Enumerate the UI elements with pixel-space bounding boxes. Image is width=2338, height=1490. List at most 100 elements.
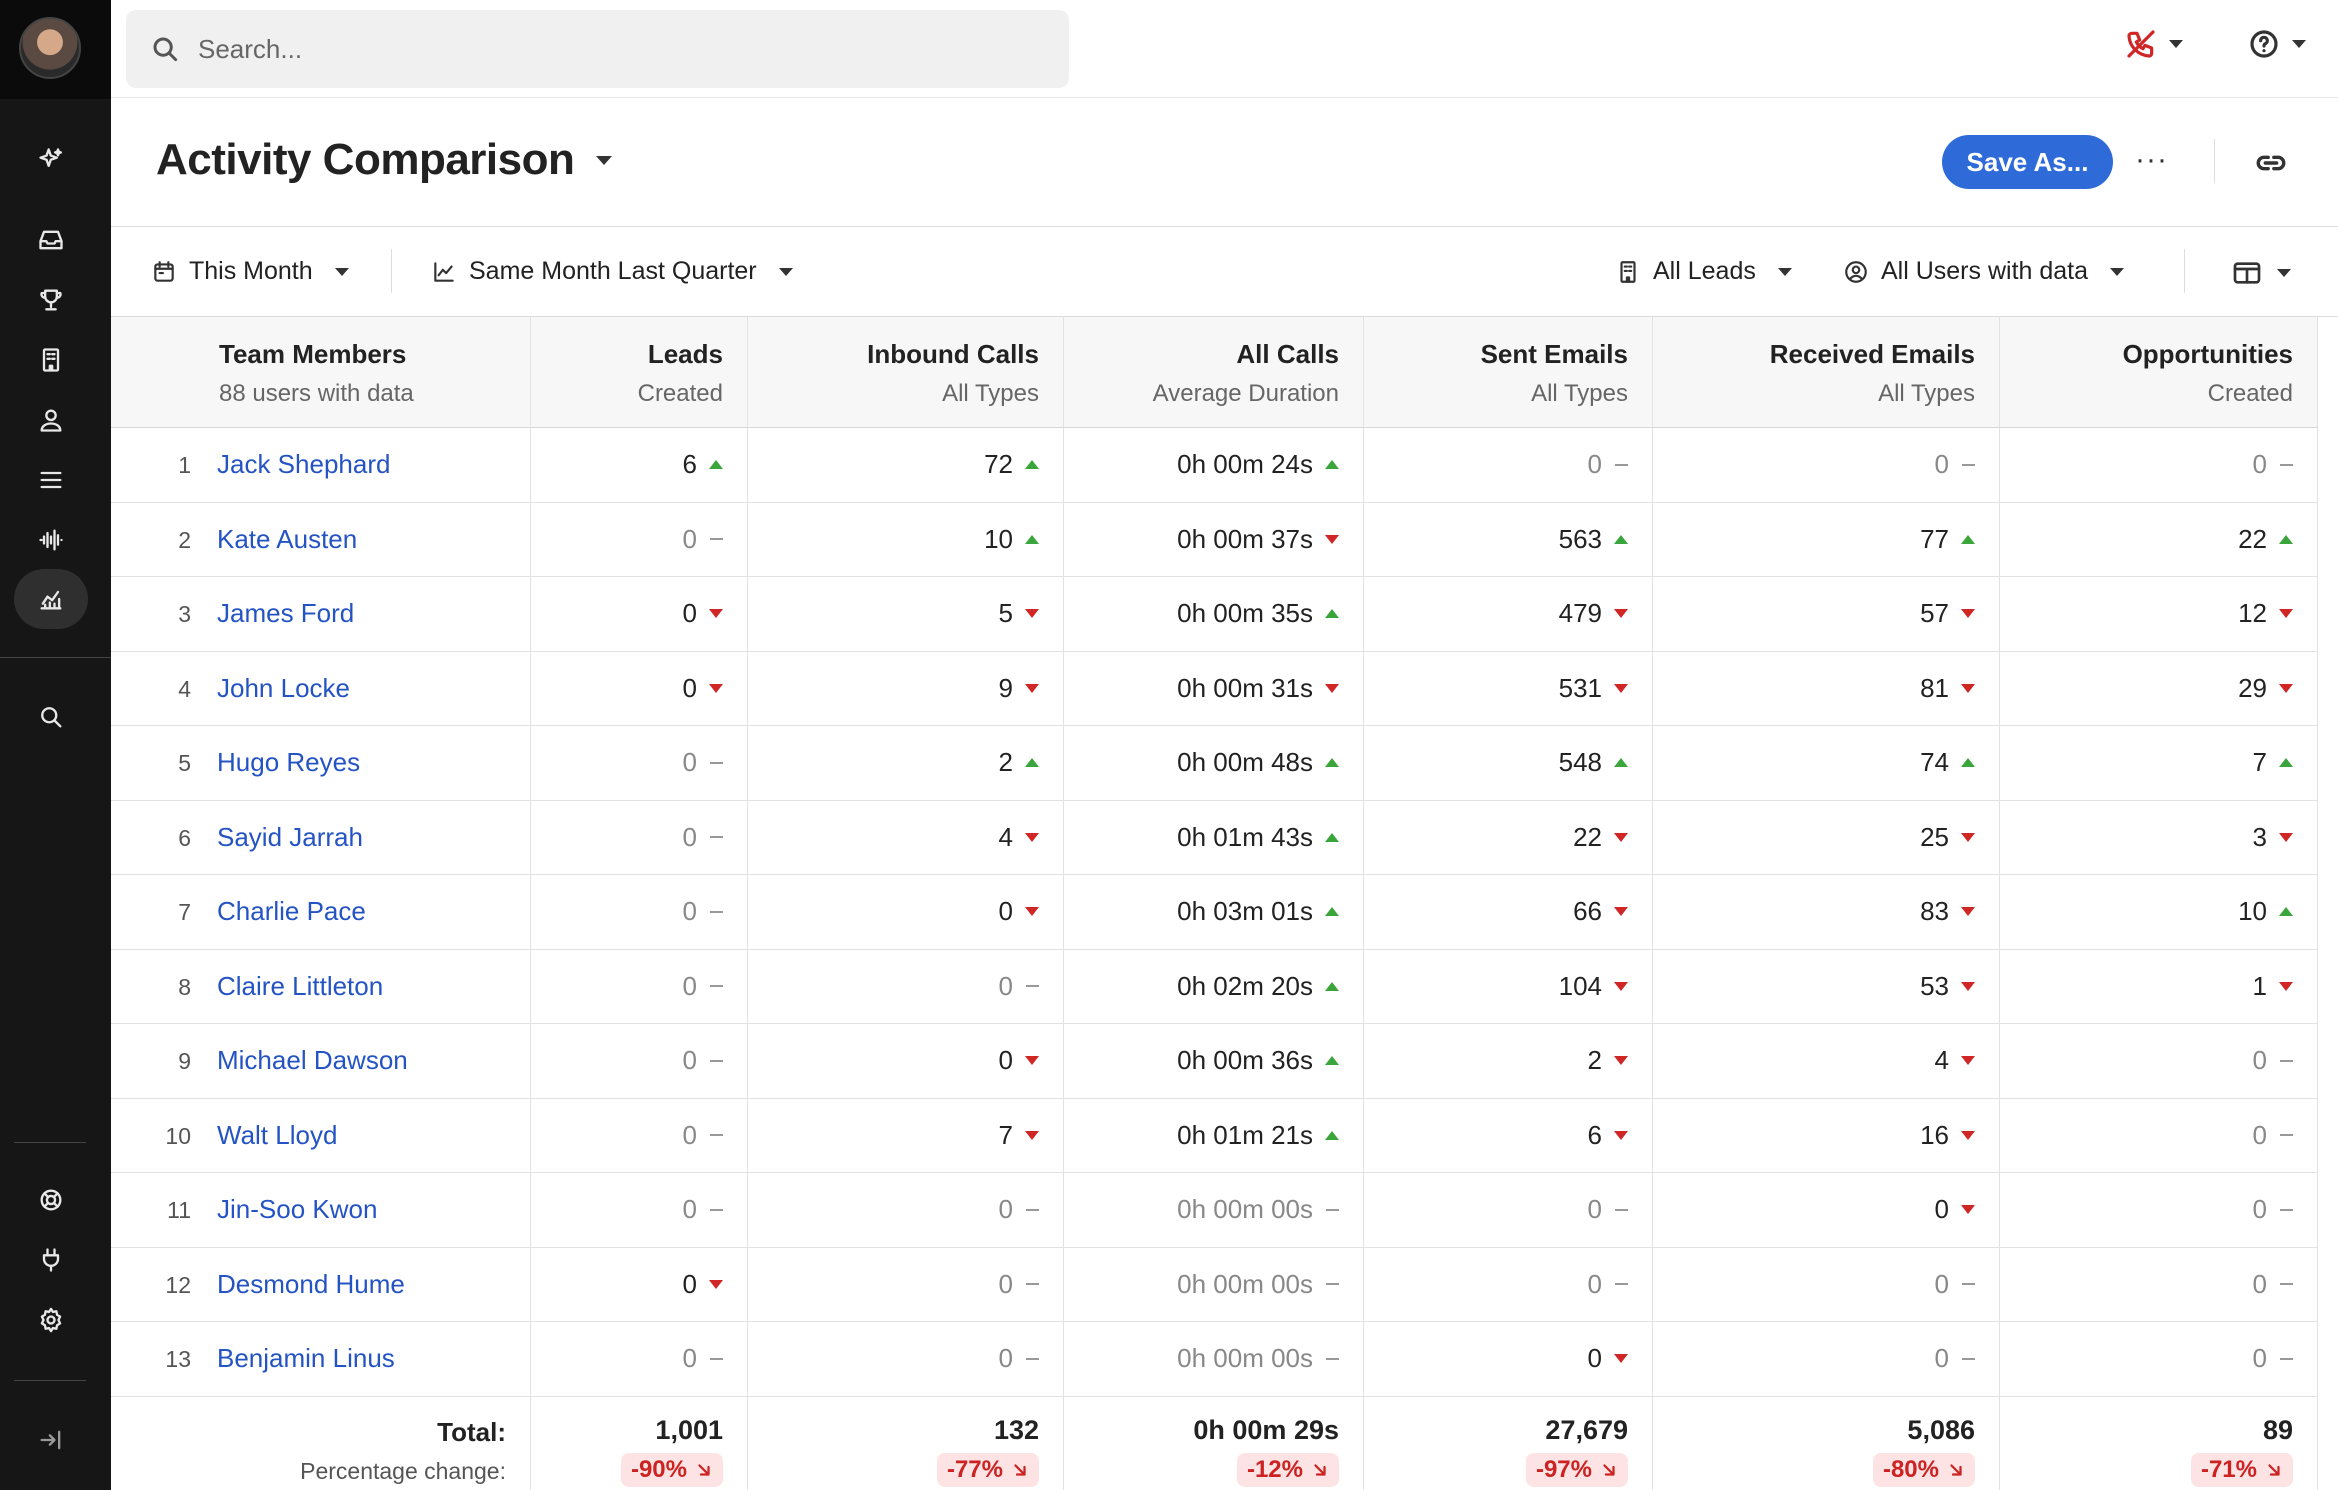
inbox-icon[interactable] <box>22 215 80 265</box>
metric-cell[interactable]: 0 <box>1364 1247 1653 1321</box>
member-name-link[interactable]: Kate Austen <box>217 523 358 554</box>
metric-cell[interactable]: 0 <box>531 502 748 576</box>
column-header[interactable]: Leads Created <box>531 317 748 427</box>
metric-cell[interactable]: 0 <box>748 949 1064 1023</box>
metric-cell[interactable]: 104 <box>1364 949 1653 1023</box>
member-name-link[interactable]: Jack Shephard <box>217 449 391 479</box>
period-filter[interactable]: This Month <box>151 257 349 286</box>
metric-cell[interactable]: 0h 00m 00s <box>1064 1322 1364 1396</box>
member-name-link[interactable]: James Ford <box>217 598 355 628</box>
copy-link-button[interactable] <box>2254 146 2288 185</box>
metric-cell[interactable]: 7 <box>2000 726 2318 800</box>
metric-cell[interactable]: 16 <box>1653 1098 2000 1172</box>
metric-cell[interactable]: 0 <box>1364 1322 1653 1396</box>
metric-cell[interactable]: 0 <box>748 1024 1064 1098</box>
metric-cell[interactable]: 531 <box>1364 651 1653 725</box>
metric-cell[interactable]: 0 <box>2000 1247 2318 1321</box>
search-icon[interactable] <box>22 692 80 742</box>
metric-cell[interactable]: 0 <box>1364 1173 1653 1247</box>
member-name-link[interactable]: Claire Littleton <box>217 970 384 1001</box>
metric-cell[interactable]: 0 <box>531 875 748 949</box>
column-header[interactable]: Opportunities Created <box>2000 317 2318 427</box>
metric-cell[interactable]: 479 <box>1364 577 1653 651</box>
metric-cell[interactable]: 6 <box>1364 1098 1653 1172</box>
metric-cell[interactable]: 0 <box>1653 1247 2000 1321</box>
search-input[interactable] <box>198 33 1058 65</box>
column-header[interactable]: Received Emails All Types <box>1653 317 2000 427</box>
metric-cell[interactable]: 0h 00m 37s <box>1064 502 1364 576</box>
metric-cell[interactable]: 7 <box>748 1098 1064 1172</box>
metric-cell[interactable]: 2 <box>1364 1024 1653 1098</box>
metric-cell[interactable]: 9 <box>748 651 1064 725</box>
search-bar[interactable] <box>126 10 1069 88</box>
metric-cell[interactable]: 0 <box>531 949 748 1023</box>
metric-cell[interactable]: 563 <box>1364 502 1653 576</box>
metric-cell[interactable]: 4 <box>1653 1024 2000 1098</box>
report-title-dropdown[interactable]: Activity Comparison <box>156 135 613 185</box>
trophy-icon[interactable] <box>22 275 80 325</box>
metric-cell[interactable]: 2 <box>748 726 1064 800</box>
member-name-link[interactable]: Benjamin Linus <box>217 1343 395 1373</box>
metric-cell[interactable]: 0 <box>748 1247 1064 1321</box>
metric-cell[interactable]: 10 <box>748 502 1064 576</box>
sparkles-icon[interactable] <box>22 135 80 185</box>
save-as-button[interactable]: Save As... <box>1942 135 2113 189</box>
metric-cell[interactable]: 0 <box>748 875 1064 949</box>
member-name-link[interactable]: Desmond Hume <box>217 1268 405 1299</box>
metric-cell[interactable]: 72 <box>748 428 1064 502</box>
metric-cell[interactable]: 0 <box>748 1322 1064 1396</box>
gear-icon[interactable] <box>22 1295 80 1345</box>
list-icon[interactable] <box>22 455 80 505</box>
member-name-link[interactable]: Walt Lloyd <box>217 1119 338 1150</box>
column-header[interactable]: All Calls Average Duration <box>1064 317 1364 427</box>
metric-cell[interactable]: 0 <box>2000 1024 2318 1098</box>
metric-cell[interactable]: 0 <box>531 1247 748 1321</box>
metric-cell[interactable]: 1 <box>2000 949 2318 1023</box>
metric-cell[interactable]: 10 <box>2000 875 2318 949</box>
metric-cell[interactable]: 0 <box>531 651 748 725</box>
member-name-link[interactable]: Hugo Reyes <box>217 747 361 777</box>
metric-cell[interactable]: 5 <box>748 577 1064 651</box>
member-name-link[interactable]: Charlie Pace <box>217 896 366 926</box>
metric-cell[interactable]: 0h 00m 00s <box>1064 1247 1364 1321</box>
metric-cell[interactable]: 548 <box>1364 726 1653 800</box>
member-name-link[interactable]: Jin-Soo Kwon <box>217 1194 378 1224</box>
metric-cell[interactable]: 66 <box>1364 875 1653 949</box>
collapse-sidebar-icon[interactable] <box>22 1415 80 1465</box>
metric-cell[interactable]: 0h 03m 01s <box>1064 875 1364 949</box>
member-name-link[interactable]: John Locke <box>217 672 350 703</box>
phone-status-button[interactable] <box>2125 28 2183 60</box>
users-filter[interactable]: All Users with data <box>1843 257 2125 286</box>
metric-cell[interactable]: 4 <box>748 800 1064 874</box>
metric-cell[interactable]: 3 <box>2000 800 2318 874</box>
metric-cell[interactable]: 53 <box>1653 949 2000 1023</box>
leads-filter[interactable]: All Leads <box>1615 257 1792 286</box>
metric-cell[interactable]: 0 <box>531 1173 748 1247</box>
metric-cell[interactable]: 12 <box>2000 577 2318 651</box>
metric-cell[interactable]: 0 <box>1364 428 1653 502</box>
metric-cell[interactable]: 25 <box>1653 800 2000 874</box>
metric-cell[interactable]: 0 <box>531 1024 748 1098</box>
avatar[interactable] <box>19 17 81 79</box>
metric-cell[interactable]: 6 <box>531 428 748 502</box>
metric-cell[interactable]: 0h 00m 48s <box>1064 726 1364 800</box>
metric-cell[interactable]: 0h 00m 00s <box>1064 1173 1364 1247</box>
metric-cell[interactable]: 0 <box>531 800 748 874</box>
metric-cell[interactable]: 22 <box>1364 800 1653 874</box>
metric-cell[interactable]: 29 <box>2000 651 2318 725</box>
column-header[interactable]: Team Members 88 users with data <box>111 317 531 427</box>
member-name-link[interactable]: Michael Dawson <box>217 1045 408 1075</box>
lifebuoy-icon[interactable] <box>22 1175 80 1225</box>
compare-filter[interactable]: Same Month Last Quarter <box>431 257 793 286</box>
column-header[interactable]: Sent Emails All Types <box>1364 317 1653 427</box>
metric-cell[interactable]: 0 <box>2000 428 2318 502</box>
metric-cell[interactable]: 0 <box>748 1173 1064 1247</box>
metric-cell[interactable]: 0 <box>1653 1322 2000 1396</box>
metric-cell[interactable]: 0 <box>531 577 748 651</box>
metric-cell[interactable]: 0 <box>1653 428 2000 502</box>
metric-cell[interactable]: 0 <box>531 726 748 800</box>
more-options-button[interactable]: ··· <box>2135 143 2168 176</box>
member-name-link[interactable]: Sayid Jarrah <box>217 821 363 852</box>
metric-cell[interactable]: 0h 00m 36s <box>1064 1024 1364 1098</box>
metric-cell[interactable]: 0h 00m 31s <box>1064 651 1364 725</box>
